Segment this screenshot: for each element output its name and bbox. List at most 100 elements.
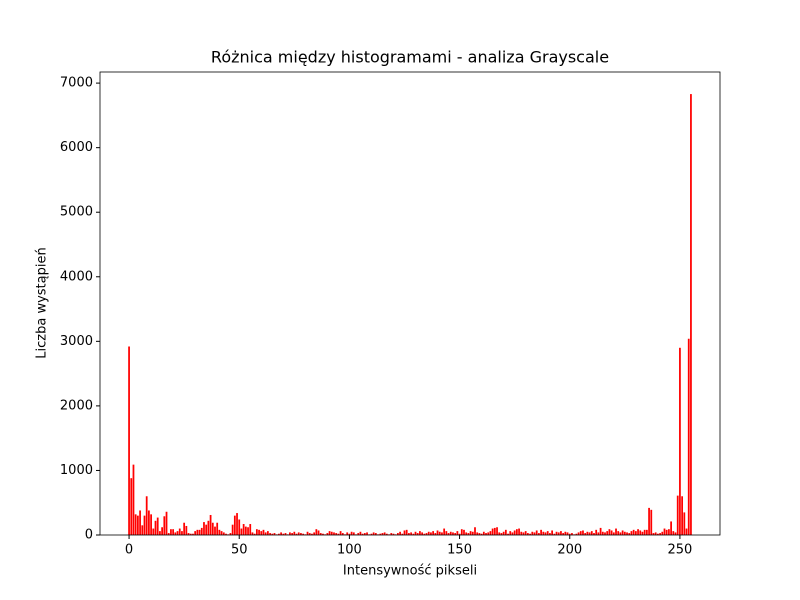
bar: [366, 532, 368, 535]
bar: [132, 464, 135, 535]
bar: [185, 525, 188, 535]
bar: [178, 528, 181, 535]
bar: [436, 530, 439, 535]
bar: [385, 533, 388, 535]
bar: [482, 531, 485, 535]
bar: [441, 532, 443, 535]
x-tick-label: 250: [668, 543, 693, 558]
bar: [610, 530, 613, 535]
bar: [198, 529, 201, 535]
bar: [679, 347, 681, 535]
bar: [141, 525, 144, 535]
bar: [553, 533, 556, 535]
bar: [432, 531, 435, 535]
bar: [192, 533, 194, 535]
bar: [222, 532, 225, 535]
bar: [427, 531, 430, 535]
bar: [687, 338, 690, 535]
bar: [597, 532, 600, 535]
bar: [374, 533, 377, 535]
bar: [341, 533, 344, 535]
bar: [396, 533, 399, 535]
bar: [460, 529, 463, 535]
bar: [487, 532, 490, 535]
bar: [489, 531, 492, 535]
bar: [623, 531, 626, 535]
bar: [266, 531, 269, 535]
bar: [273, 533, 276, 535]
bar: [544, 532, 547, 535]
bar: [529, 533, 531, 535]
bar: [509, 531, 512, 535]
bar: [361, 533, 364, 535]
bar: [575, 533, 578, 535]
bar: [379, 533, 382, 535]
bar: [278, 533, 280, 535]
bar: [319, 533, 322, 535]
bar: [339, 531, 342, 535]
bar: [134, 514, 137, 535]
bar: [645, 529, 648, 535]
bar: [297, 532, 300, 535]
bar: [621, 530, 624, 535]
bar: [465, 532, 468, 535]
bar: [683, 512, 686, 535]
bar: [390, 533, 393, 535]
bar: [421, 532, 424, 535]
bar: [352, 532, 355, 535]
bar: [143, 515, 146, 535]
bar: [200, 527, 203, 535]
bar: [253, 533, 256, 535]
bar: [311, 533, 313, 535]
bar: [681, 496, 684, 535]
bar: [172, 529, 175, 535]
bar: [150, 514, 152, 535]
chart-title: Różnica między histogramami - analiza Gr…: [211, 48, 609, 67]
bar: [183, 522, 186, 535]
y-tick-label: 7000: [60, 76, 93, 91]
bar: [242, 524, 245, 535]
bar: [586, 531, 589, 535]
y-tick-label: 5000: [60, 205, 93, 220]
bar: [348, 533, 351, 535]
bar: [282, 533, 285, 535]
bar: [608, 529, 611, 535]
bar: [650, 509, 653, 535]
bar: [619, 532, 622, 535]
bar: [401, 533, 404, 535]
bar: [540, 529, 542, 535]
bar: [606, 531, 609, 535]
bar: [449, 531, 452, 535]
bar: [661, 531, 664, 535]
bar: [507, 533, 509, 535]
bar: [593, 533, 595, 535]
bar: [130, 478, 133, 535]
bar: [533, 532, 536, 535]
bar: [330, 531, 333, 535]
bar: [280, 532, 282, 535]
y-tick-label: 2000: [60, 398, 93, 413]
bar: [476, 532, 479, 535]
bar: [500, 533, 503, 535]
bar: [161, 527, 163, 535]
bar: [136, 515, 139, 535]
bar: [659, 533, 661, 535]
bar: [203, 522, 205, 535]
bar: [562, 533, 565, 535]
bar: [438, 531, 441, 535]
bar: [447, 533, 450, 535]
bar: [156, 517, 159, 535]
bar: [524, 531, 527, 535]
bar: [159, 531, 161, 535]
bar: [271, 533, 274, 535]
bar: [218, 529, 221, 535]
bar: [291, 533, 293, 535]
bar: [452, 532, 454, 535]
bar: [463, 529, 465, 535]
x-tick-label: 200: [557, 543, 582, 558]
bar: [328, 531, 331, 535]
bar: [480, 533, 483, 535]
bar: [154, 520, 157, 535]
bar: [346, 532, 349, 535]
bar: [350, 531, 353, 535]
